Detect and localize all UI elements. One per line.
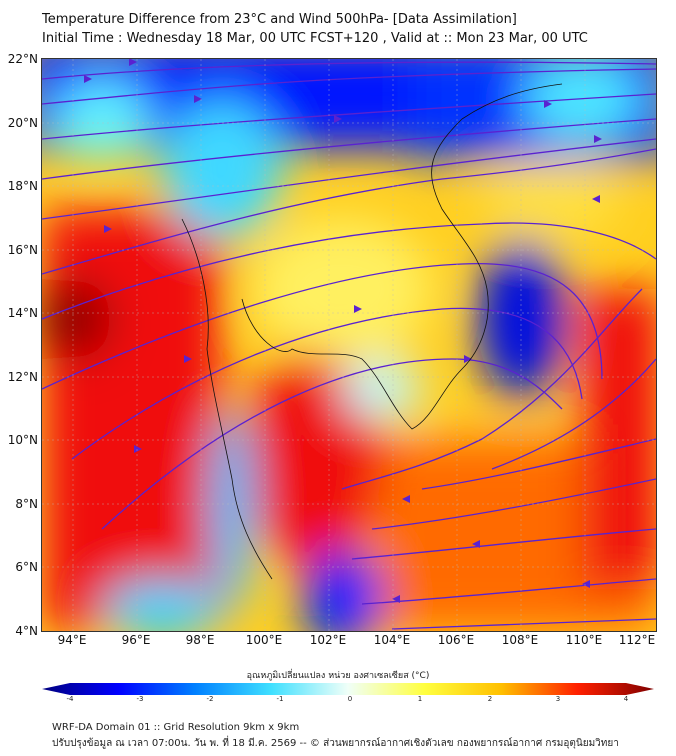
- lon-label: 106°E: [437, 633, 475, 647]
- lat-label: 4°N: [15, 624, 38, 638]
- temperature-field: [42, 59, 656, 631]
- map-title: Temperature Difference from 23°C and Win…: [42, 12, 517, 27]
- colorbar-tick: 3: [555, 695, 561, 703]
- colorbar-tick: 1: [417, 695, 423, 703]
- coastline: [181, 83, 563, 580]
- lon-label: 96°E: [121, 633, 151, 647]
- lon-label: 98°E: [185, 633, 215, 647]
- lon-label: 104°E: [373, 633, 411, 647]
- colorbar-tick: -4: [66, 695, 74, 703]
- lon-label: 112°E: [618, 633, 656, 647]
- map-subtitle: Initial Time : Wednesday 18 Mar, 00 UTC …: [42, 31, 588, 46]
- temperature-wind-map[interactable]: [41, 58, 657, 632]
- colorbar-tick: -1: [276, 695, 284, 703]
- lat-label: 10°N: [7, 433, 38, 447]
- lat-label: 16°N: [7, 243, 38, 257]
- colorbar: [42, 683, 654, 695]
- lon-label: 102°E: [309, 633, 347, 647]
- lat-label: 14°N: [7, 306, 38, 320]
- lon-label: 108°E: [501, 633, 539, 647]
- wind-streamlines: [42, 61, 656, 630]
- footer-line2: ปรับปรุงข้อมูล ณ เวลา 07:00น. วัน พ. ที่…: [52, 738, 619, 749]
- lon-label: 110°E: [565, 633, 603, 647]
- colorbar-tick: -2: [206, 695, 214, 703]
- colorbar-tick: -3: [136, 695, 144, 703]
- gridlines: [42, 59, 656, 631]
- lat-label: 20°N: [7, 116, 38, 130]
- lon-label: 94°E: [57, 633, 87, 647]
- colorbar-label: อุณหภูมิเปลี่ยนแปลง หน่วย องศาเซลเซียส (…: [246, 671, 430, 681]
- colorbar-tick: 2: [487, 695, 493, 703]
- lat-label: 22°N: [7, 52, 38, 66]
- lat-label: 12°N: [7, 370, 38, 384]
- lat-label: 6°N: [15, 560, 38, 574]
- colorbar-tick: 4: [623, 695, 629, 703]
- colorbar-tick: 0: [347, 695, 353, 703]
- wind-arrows: [84, 59, 602, 603]
- lon-label: 100°E: [245, 633, 283, 647]
- footer-line1: WRF-DA Domain 01 :: Grid Resolution 9km …: [52, 722, 300, 733]
- lat-label: 18°N: [7, 179, 38, 193]
- lat-label: 8°N: [15, 497, 38, 511]
